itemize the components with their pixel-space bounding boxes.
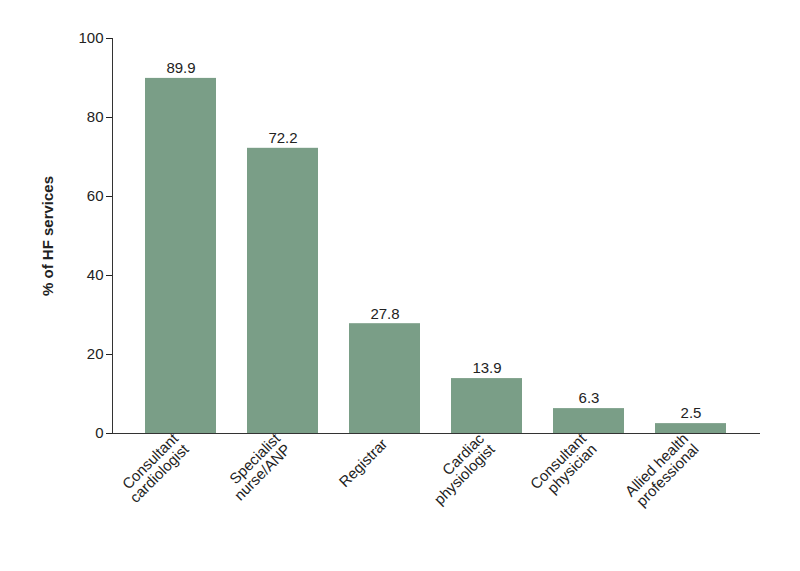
svg-text:% of HF services: % of HF services: [39, 176, 56, 296]
svg-text:6.3: 6.3: [579, 389, 600, 406]
svg-text:13.9: 13.9: [472, 359, 501, 376]
svg-text:Registrar: Registrar: [335, 435, 390, 490]
svg-text:Consultantphysician: Consultantphysician: [526, 429, 600, 503]
svg-text:27.8: 27.8: [370, 304, 399, 321]
svg-text:Cardiacphysiologist: Cardiacphysiologist: [420, 429, 499, 508]
svg-text:2.5: 2.5: [681, 404, 702, 421]
svg-text:Consultantcardiologist: Consultantcardiologist: [116, 429, 193, 506]
svg-text:Specialistnurse/ANP: Specialistnurse/ANP: [220, 429, 295, 504]
svg-text:60: 60: [87, 187, 104, 204]
svg-text:Allied healthprofessional: Allied healthprofessional: [621, 430, 701, 510]
svg-text:100: 100: [78, 29, 103, 46]
svg-text:80: 80: [87, 108, 104, 125]
svg-text:40: 40: [87, 266, 104, 283]
svg-text:72.2: 72.2: [268, 129, 297, 146]
svg-text:20: 20: [87, 345, 104, 362]
svg-text:89.9: 89.9: [166, 59, 195, 76]
svg-text:0: 0: [95, 424, 103, 441]
